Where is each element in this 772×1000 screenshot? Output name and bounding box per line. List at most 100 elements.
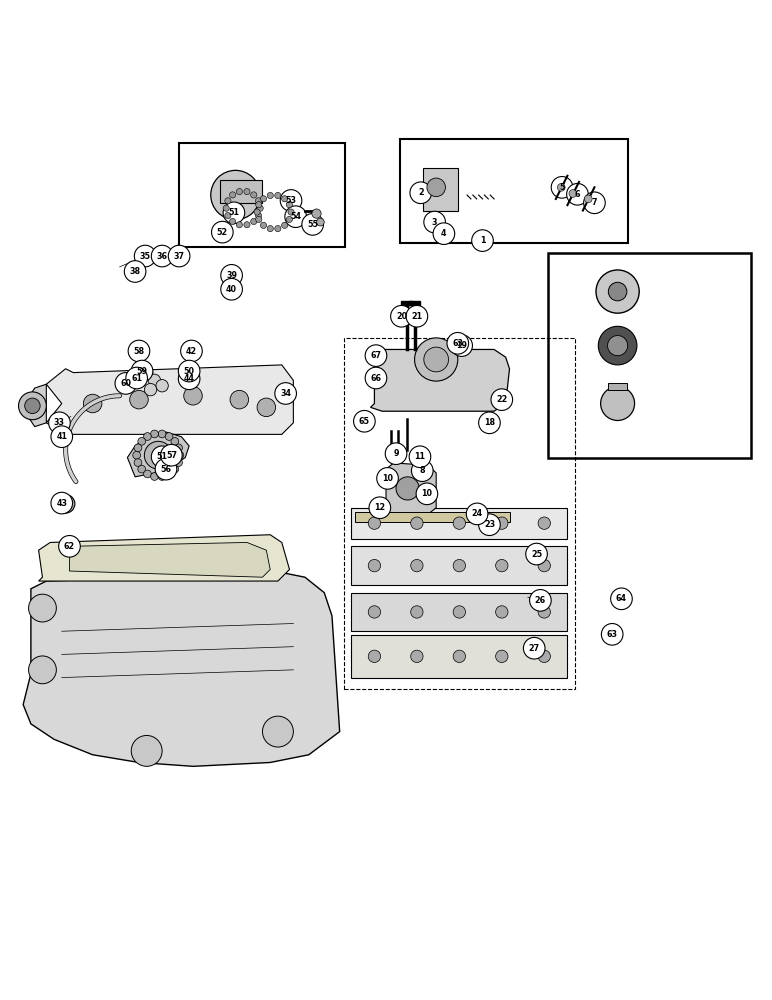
Text: 53: 53 xyxy=(286,196,296,205)
Circle shape xyxy=(244,189,250,195)
Text: 55: 55 xyxy=(307,220,318,229)
Circle shape xyxy=(415,338,458,381)
Text: 64: 64 xyxy=(616,594,627,603)
Circle shape xyxy=(391,305,412,327)
Text: 2: 2 xyxy=(418,188,424,197)
Circle shape xyxy=(368,606,381,618)
Circle shape xyxy=(256,216,262,223)
Circle shape xyxy=(601,624,623,645)
Text: 38: 38 xyxy=(130,267,141,276)
Text: 26: 26 xyxy=(535,596,546,605)
Circle shape xyxy=(51,426,73,448)
Circle shape xyxy=(211,170,260,220)
Circle shape xyxy=(151,430,158,438)
Circle shape xyxy=(479,412,500,434)
Polygon shape xyxy=(382,463,436,514)
Circle shape xyxy=(530,590,551,611)
Circle shape xyxy=(138,465,146,473)
Circle shape xyxy=(282,196,288,202)
Circle shape xyxy=(251,218,257,225)
Circle shape xyxy=(608,336,628,356)
Circle shape xyxy=(174,444,182,452)
Circle shape xyxy=(171,437,178,445)
Text: 58: 58 xyxy=(134,347,144,356)
Text: 42: 42 xyxy=(186,347,197,356)
Circle shape xyxy=(551,177,573,198)
Circle shape xyxy=(151,473,158,480)
Bar xyxy=(548,253,751,458)
Bar xyxy=(355,512,510,522)
Circle shape xyxy=(496,559,508,572)
Circle shape xyxy=(221,278,242,300)
Circle shape xyxy=(212,221,233,243)
Circle shape xyxy=(256,202,262,208)
Circle shape xyxy=(368,650,381,663)
Text: 34: 34 xyxy=(280,389,291,398)
Circle shape xyxy=(447,332,469,354)
Text: 12: 12 xyxy=(374,503,385,512)
Circle shape xyxy=(368,559,381,572)
Circle shape xyxy=(49,412,70,434)
Circle shape xyxy=(411,650,423,663)
Bar xyxy=(409,301,420,305)
Circle shape xyxy=(51,492,73,514)
Circle shape xyxy=(131,735,162,766)
Circle shape xyxy=(453,650,466,663)
Circle shape xyxy=(128,340,150,362)
Circle shape xyxy=(416,483,438,505)
Text: 43: 43 xyxy=(56,499,67,508)
Bar xyxy=(423,168,458,211)
Circle shape xyxy=(161,444,182,466)
Circle shape xyxy=(156,380,168,392)
Circle shape xyxy=(365,345,387,366)
Circle shape xyxy=(126,367,147,389)
Text: 60: 60 xyxy=(120,379,131,388)
Text: 37: 37 xyxy=(174,252,185,261)
Circle shape xyxy=(538,559,550,572)
Circle shape xyxy=(410,182,432,204)
Circle shape xyxy=(133,451,141,459)
Bar xyxy=(351,508,567,539)
Circle shape xyxy=(223,202,245,224)
Circle shape xyxy=(229,192,235,198)
Text: 7: 7 xyxy=(591,198,598,207)
Text: 51: 51 xyxy=(157,452,168,461)
Bar xyxy=(608,383,627,390)
Circle shape xyxy=(29,594,56,622)
Circle shape xyxy=(267,192,273,199)
Circle shape xyxy=(451,335,472,356)
Text: 25: 25 xyxy=(531,550,542,559)
Circle shape xyxy=(130,390,148,409)
Circle shape xyxy=(569,190,577,197)
Circle shape xyxy=(557,183,565,191)
Bar xyxy=(351,635,567,678)
Text: 22: 22 xyxy=(496,395,507,404)
Polygon shape xyxy=(371,349,510,411)
Circle shape xyxy=(275,383,296,404)
Bar xyxy=(400,139,628,243)
Circle shape xyxy=(155,458,177,480)
Circle shape xyxy=(254,209,260,215)
Text: 40: 40 xyxy=(226,285,237,294)
Circle shape xyxy=(171,465,178,473)
Circle shape xyxy=(409,446,431,468)
Circle shape xyxy=(288,209,294,215)
Circle shape xyxy=(260,222,266,228)
Circle shape xyxy=(83,394,102,413)
Text: 50: 50 xyxy=(184,367,195,376)
Circle shape xyxy=(257,205,263,211)
Circle shape xyxy=(424,211,445,233)
Circle shape xyxy=(178,368,200,390)
Circle shape xyxy=(225,212,231,219)
Text: 19: 19 xyxy=(456,341,467,350)
Text: 1: 1 xyxy=(479,236,486,245)
Circle shape xyxy=(230,390,249,409)
Circle shape xyxy=(424,347,449,372)
Bar xyxy=(351,593,567,631)
Text: 52: 52 xyxy=(217,228,228,237)
Circle shape xyxy=(286,216,293,223)
Circle shape xyxy=(56,495,75,513)
Circle shape xyxy=(134,459,142,466)
Polygon shape xyxy=(23,573,340,766)
Circle shape xyxy=(151,245,173,267)
